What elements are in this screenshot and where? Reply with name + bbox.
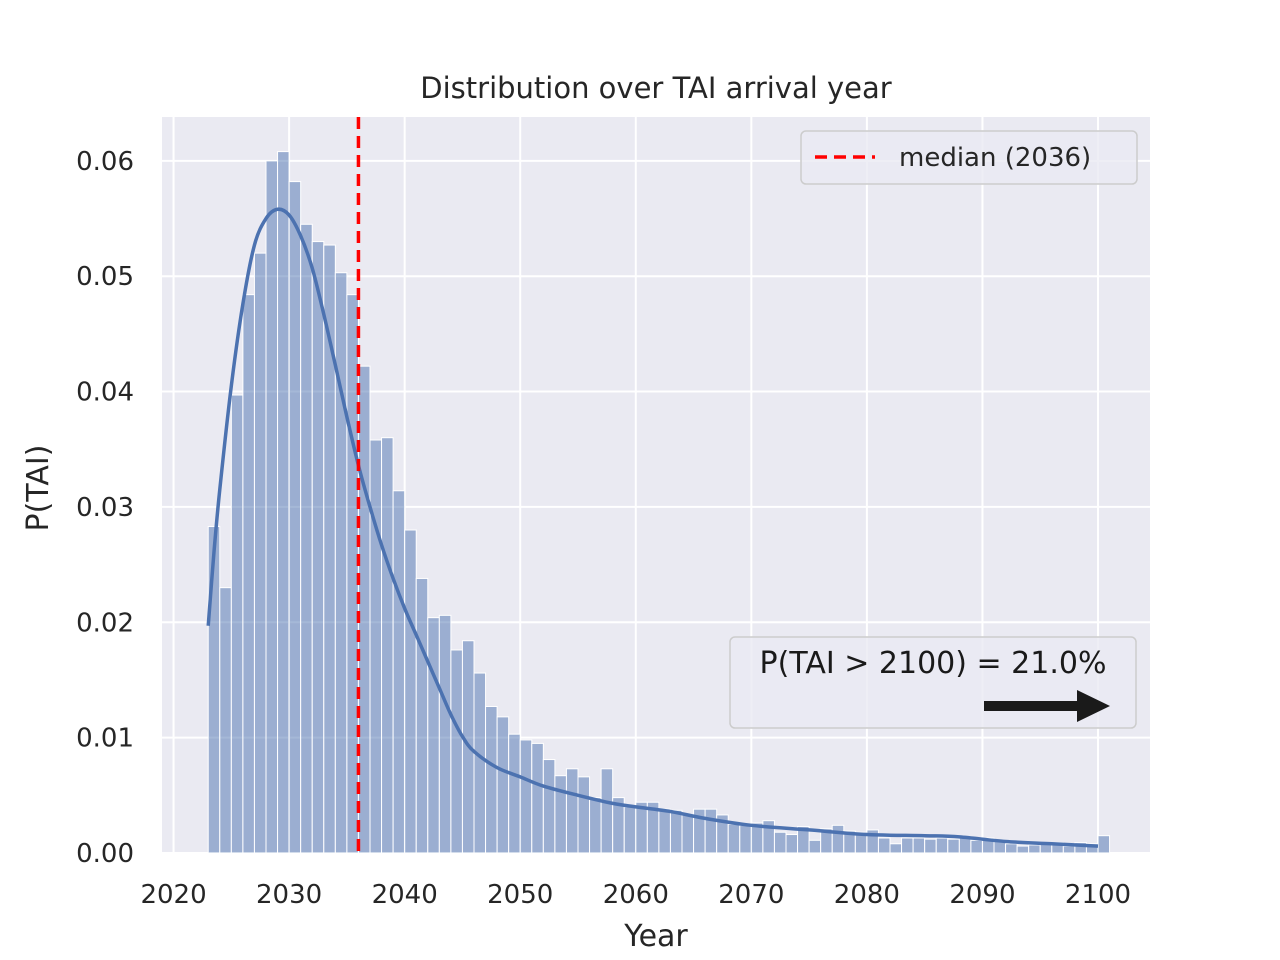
histogram-bar bbox=[669, 809, 683, 854]
histogram-bar bbox=[392, 490, 406, 854]
y-tick-label: 0.03 bbox=[76, 493, 134, 523]
histogram-bar bbox=[947, 838, 960, 854]
x-tick-label: 2100 bbox=[1065, 880, 1131, 910]
histogram-bar bbox=[519, 739, 533, 854]
histogram-bar bbox=[253, 252, 267, 854]
histogram-bar bbox=[508, 733, 521, 854]
histogram-bar bbox=[577, 776, 591, 854]
histogram-bar bbox=[877, 837, 891, 854]
histogram-bar bbox=[311, 241, 325, 854]
histogram-bar bbox=[542, 759, 556, 854]
y-tick-label: 0.04 bbox=[76, 378, 134, 408]
histogram-bar bbox=[288, 181, 302, 854]
histogram-bar bbox=[1097, 835, 1111, 854]
histogram-bar bbox=[300, 223, 313, 854]
histogram-bar bbox=[427, 617, 440, 854]
histogram-bar bbox=[357, 365, 371, 854]
y-tick-label: 0.02 bbox=[76, 608, 134, 638]
histogram-bar bbox=[485, 705, 498, 854]
histogram-bar bbox=[924, 838, 937, 854]
histogram-bar bbox=[1005, 843, 1018, 854]
histogram-bar bbox=[1028, 844, 1041, 854]
histogram-bar bbox=[808, 839, 822, 854]
histogram-bar bbox=[334, 272, 348, 854]
x-axis-label: Year bbox=[623, 919, 688, 954]
histogram-bar bbox=[727, 823, 741, 854]
histogram-bar bbox=[369, 439, 383, 854]
histogram-bar bbox=[739, 824, 752, 854]
histogram-bar bbox=[565, 768, 579, 854]
histogram-bar bbox=[381, 437, 394, 854]
histogram-bar bbox=[889, 843, 903, 854]
x-tick-label: 2020 bbox=[140, 880, 206, 910]
y-axis-label: P(TAI) bbox=[21, 445, 56, 532]
histogram-bar bbox=[797, 825, 810, 854]
right-arrow-icon bbox=[984, 690, 1110, 722]
histogram-bar bbox=[589, 797, 602, 854]
x-tick-label: 2090 bbox=[949, 880, 1015, 910]
x-tick-label: 2030 bbox=[256, 880, 322, 910]
tail-annotation: P(TAI > 2100) = 21.0% bbox=[729, 636, 1137, 729]
histogram-bar bbox=[993, 840, 1007, 854]
histogram-bar bbox=[415, 577, 429, 854]
tick-labels: 2020 2030 2040 2050 2060 2070 2080 2090 2100 0.00… bbox=[76, 147, 1131, 910]
x-tick-label: 2070 bbox=[718, 880, 784, 910]
histogram-bar bbox=[658, 808, 671, 854]
y-tick-label: 0.01 bbox=[76, 724, 134, 754]
histogram-bar bbox=[970, 839, 983, 854]
histogram-bar bbox=[1016, 845, 1030, 854]
histogram-bar bbox=[681, 814, 695, 854]
histogram-bar bbox=[554, 775, 567, 854]
histogram-bar bbox=[935, 837, 949, 854]
histogram-bar bbox=[600, 768, 614, 854]
histogram-bar bbox=[901, 837, 914, 854]
histogram-bar bbox=[265, 160, 279, 854]
histogram-bar bbox=[450, 649, 463, 854]
histogram-bar bbox=[704, 808, 718, 854]
histogram-bar bbox=[438, 614, 452, 854]
histogram-bars bbox=[207, 151, 1111, 854]
y-tick-label: 0.05 bbox=[76, 262, 134, 292]
chart-title: Distribution over TAI arrival year bbox=[420, 71, 892, 105]
histogram-bar bbox=[404, 529, 417, 854]
histogram-bar bbox=[473, 672, 487, 854]
histogram-bar bbox=[831, 824, 845, 854]
histogram-bar bbox=[785, 834, 799, 854]
histogram-bar bbox=[219, 587, 232, 854]
x-tick-label: 2060 bbox=[603, 880, 669, 910]
histogram-bar bbox=[207, 526, 221, 854]
tail-probability-label: P(TAI > 2100) = 21.0% bbox=[760, 646, 1107, 681]
legend: median (2036) bbox=[800, 130, 1138, 185]
histogram-bar bbox=[1062, 845, 1076, 854]
histogram-bar bbox=[277, 151, 290, 854]
x-tick-label: 2050 bbox=[487, 880, 553, 910]
histogram-bar bbox=[623, 806, 637, 854]
y-tick-label: 0.06 bbox=[76, 147, 134, 177]
kde-curve-group bbox=[206, 207, 1099, 848]
histogram-bar bbox=[912, 837, 926, 854]
histogram-bar bbox=[773, 831, 787, 854]
y-tick-label: 0.00 bbox=[76, 839, 134, 869]
histogram-bar bbox=[496, 716, 510, 854]
histogram-bar bbox=[242, 294, 255, 854]
kde-curve bbox=[206, 207, 1099, 848]
legend-median-label: median (2036) bbox=[899, 143, 1091, 173]
histogram-bar bbox=[230, 394, 244, 854]
legend-box bbox=[800, 130, 1138, 185]
x-tick-label: 2080 bbox=[834, 880, 900, 910]
histogram-bar bbox=[531, 742, 544, 854]
x-tick-label: 2040 bbox=[372, 880, 438, 910]
